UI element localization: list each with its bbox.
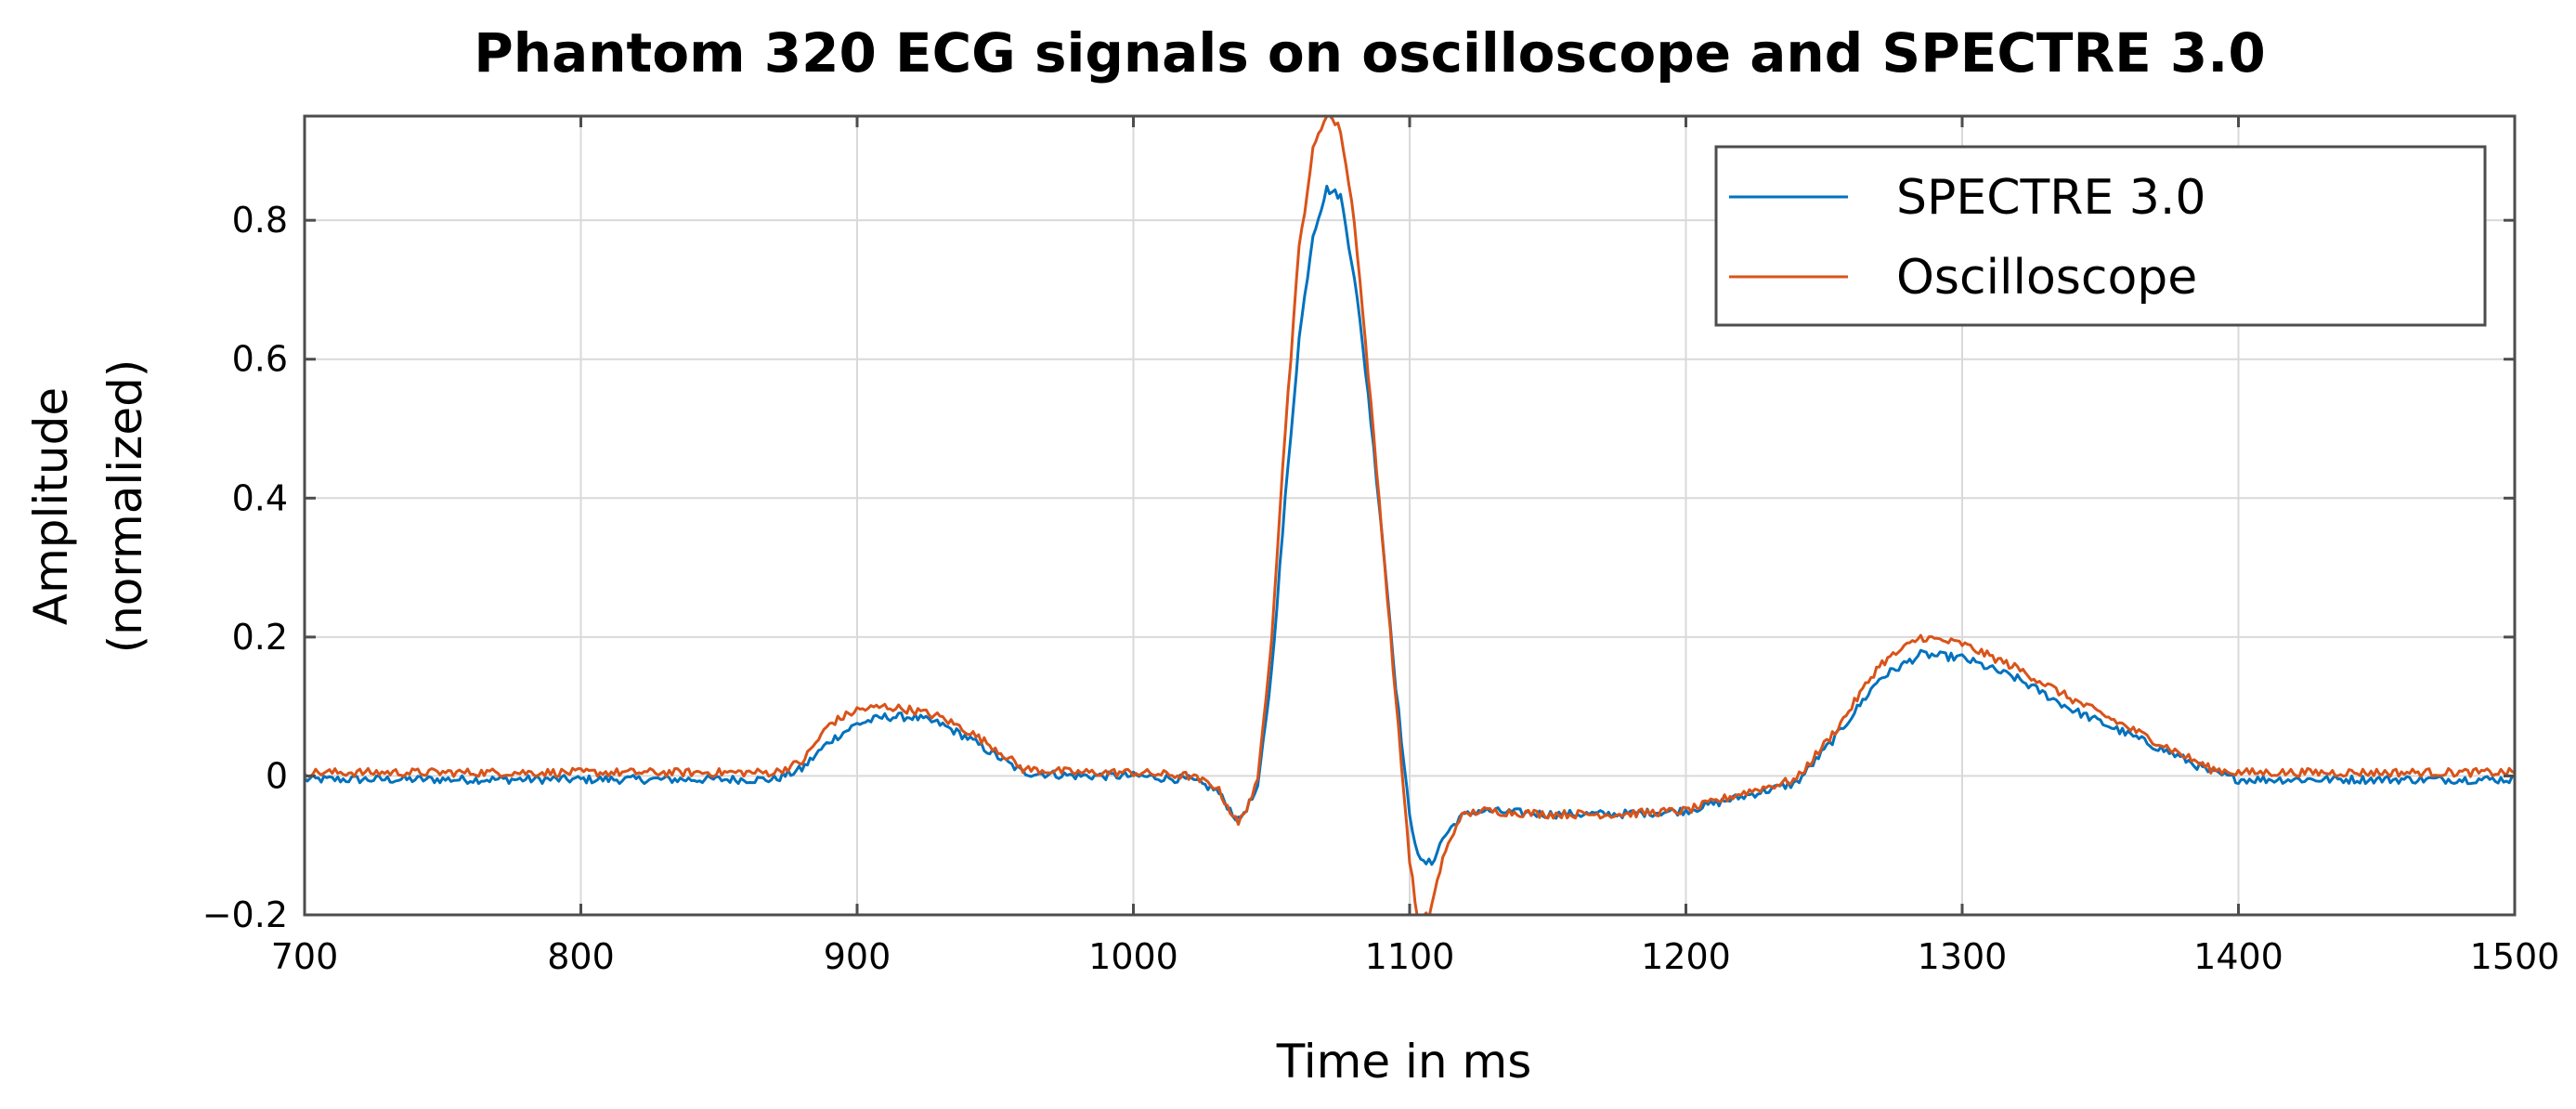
y-tick-label: 0.8: [232, 200, 288, 241]
y-axis-label-line1: Amplitude: [24, 387, 78, 625]
y-tick-labels: −0.2 0 0.2 0.4 0.6 0.8: [202, 200, 288, 935]
x-tick-label: 900: [824, 936, 891, 977]
x-tick-label: 800: [547, 936, 615, 977]
legend: SPECTRE 3.0 Oscilloscope: [1714, 145, 2487, 327]
legend-label-spectre: SPECTRE 3.0: [1896, 170, 2206, 226]
series-line-spectre-3-0: [305, 184, 2515, 867]
x-axis-label: Time in ms: [1276, 1035, 1532, 1089]
x-tick-label: 1100: [1365, 936, 1455, 977]
x-tick-labels: 700 800 900 1000 1100 1200 1300 1400 1500: [271, 936, 2560, 977]
y-axis-label-line2: (normalized): [98, 359, 152, 654]
x-tick-label: 700: [271, 936, 339, 977]
series-group: [305, 116, 2515, 915]
legend-box: [1714, 145, 2487, 327]
x-tick-label: 1200: [1641, 936, 1731, 977]
y-tick-label: −0.2: [202, 894, 288, 935]
y-tick-label: 0.4: [232, 477, 288, 518]
x-tick-label: 1300: [1918, 936, 2008, 977]
series-line-oscilloscope: [305, 116, 2515, 915]
x-tick-label: 1500: [2470, 936, 2560, 977]
x-tick-label: 1000: [1088, 936, 1178, 977]
legend-label-oscilloscope: Oscilloscope: [1896, 250, 2197, 306]
x-tick-label: 1400: [2193, 936, 2283, 977]
y-tick-label: 0: [266, 755, 288, 796]
y-tick-label: 0.2: [232, 617, 288, 658]
chart-title: Phantom 320 ECG signals on oscilloscope …: [474, 21, 2265, 85]
y-tick-label: 0.6: [232, 339, 288, 380]
ticks: [303, 116, 2517, 917]
